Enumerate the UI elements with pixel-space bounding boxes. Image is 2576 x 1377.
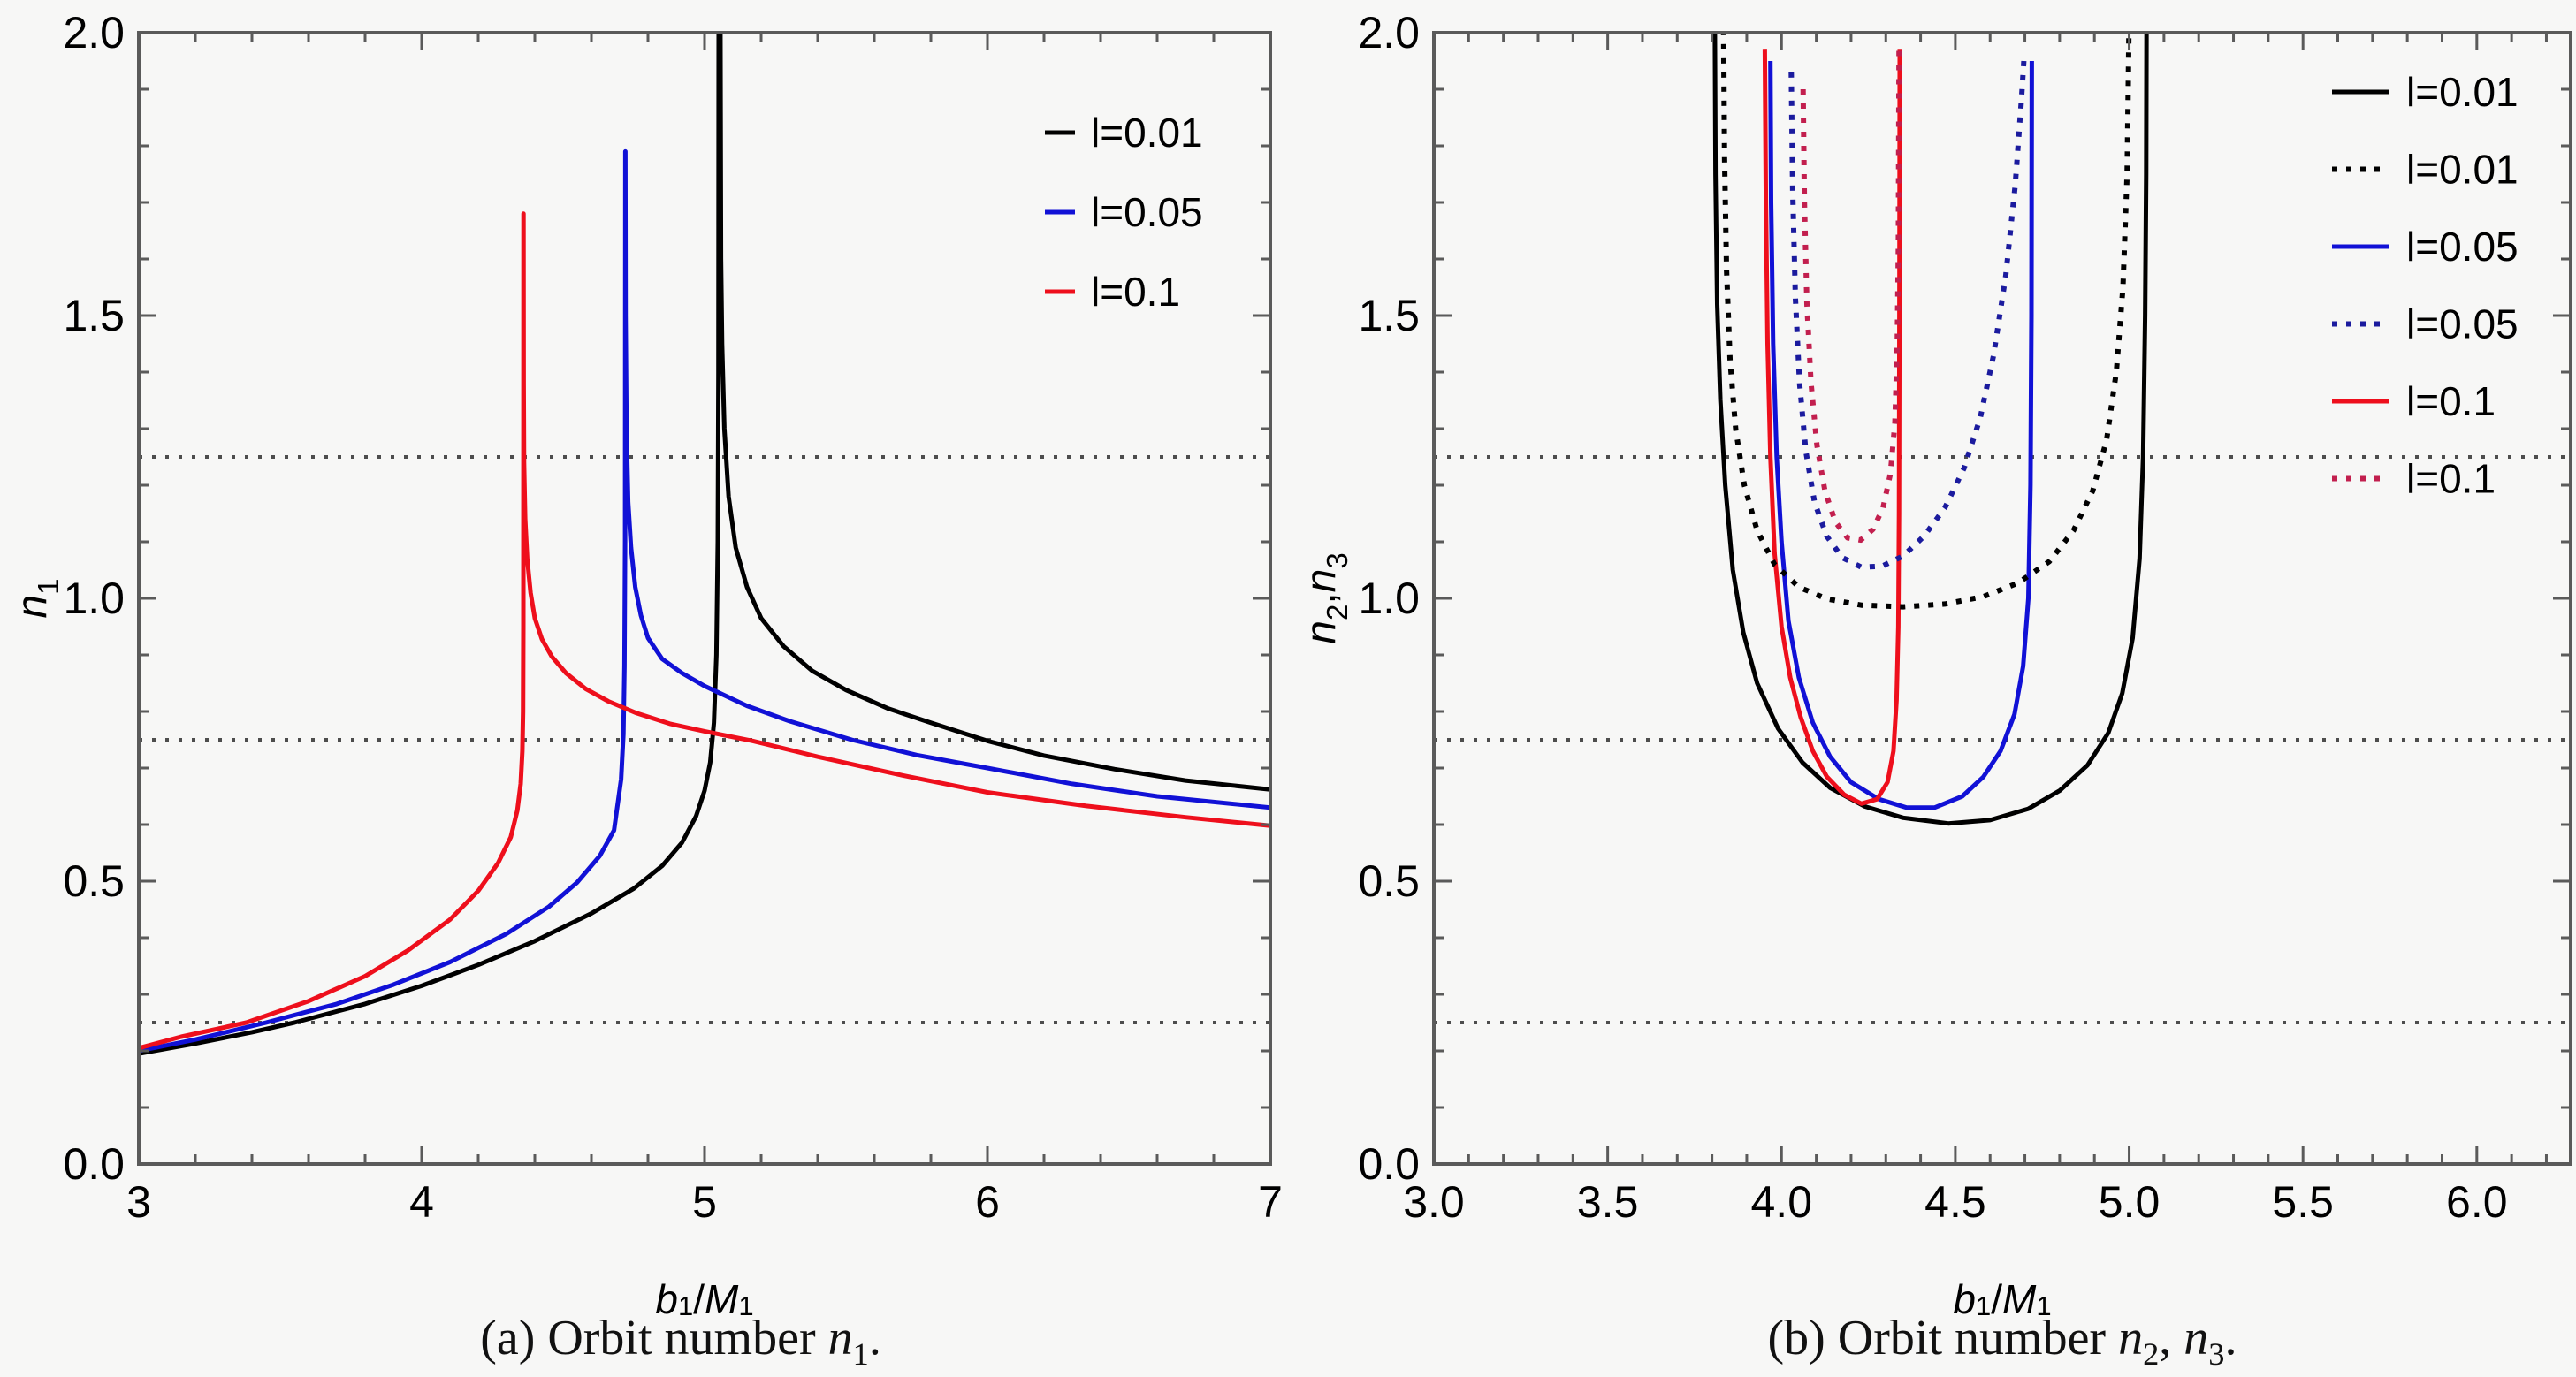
y-tick-label: 1.0 [1358, 574, 1420, 623]
y-tick-label: 1.5 [63, 291, 125, 340]
y-tick-label: 0.0 [1358, 1139, 1420, 1189]
curves [139, 33, 1270, 1056]
x-tick-label: 3 [126, 1177, 151, 1227]
y-tick-label: 2.0 [1358, 8, 1420, 57]
curves [1712, 33, 2149, 826]
legend: l=0.01 l=0.05 l=0.1 [1045, 110, 1203, 315]
x-axis-label: b1/M1 [655, 1276, 753, 1322]
legend-label: l=0.05 [1091, 189, 1203, 235]
curve-b-n2-l-0-1 [1762, 49, 1902, 806]
x-tick-label: 5 [692, 1177, 717, 1227]
y-tick-label: 1.5 [1358, 291, 1420, 340]
x-axis-label: b1/M1 [1953, 1276, 2051, 1322]
x-tick-label: 6 [975, 1177, 1000, 1227]
legend-label: l=0.01 [2406, 69, 2519, 115]
curve-a-l-0-1 [139, 211, 1270, 1051]
panel-b: 3.0 3.5 4.0 4.5 5.0 5.5 6.0 0.0 0.5 1.0 1.5 2.0 b1/M… [1298, 8, 2572, 1322]
curve-b-n3-l-0-1 [1800, 49, 1902, 544]
y-tick-label: 0.0 [63, 1139, 125, 1189]
legend-label: l=0.1 [1091, 269, 1180, 315]
curve-a-l-0-01 [139, 33, 1270, 1056]
ticks [137, 31, 1272, 1166]
y-tick-label: 2.0 [63, 8, 125, 57]
legend-label: l=0.01 [2406, 147, 2519, 193]
x-tick-label: 6.0 [2446, 1177, 2508, 1227]
x-tick-label: 4.5 [1924, 1177, 1986, 1227]
legend-label: l=0.05 [2406, 301, 2519, 347]
legend-label: l=0.1 [2406, 456, 2496, 502]
x-tick-label: 4 [409, 1177, 434, 1227]
legend-label: l=0.01 [1091, 110, 1203, 156]
y-axis-label: n1 [9, 578, 65, 618]
x-tick-label: 7 [1258, 1177, 1283, 1227]
y-tick-label: 0.5 [1358, 856, 1420, 906]
x-tick-label: 3.5 [1577, 1177, 1639, 1227]
x-tick-label: 3.0 [1403, 1177, 1465, 1227]
caption-b: (b) Orbit number n2, n3. [1767, 1311, 2237, 1373]
x-tick-label: 5.0 [2099, 1177, 2161, 1227]
caption-a: (a) Orbit number n1. [480, 1311, 881, 1373]
y-axis-label: n2,n3 [1298, 552, 1353, 643]
curve-b-n2-l-0-01 [1712, 33, 2149, 826]
y-tick-label: 1.0 [63, 574, 125, 623]
legend-label: l=0.1 [2406, 378, 2496, 424]
ticks [1432, 31, 2571, 1166]
curve-b-n2-l-0-05 [1768, 60, 2034, 810]
curve-a-l-0-05 [139, 148, 1270, 1054]
y-tick-label: 0.5 [63, 856, 125, 906]
panel-a: 3 4 5 6 70.00.51.01.52.0b1/M1n1l=0.01l=0.05l… [9, 8, 1283, 1322]
x-tick-label: 5.5 [2272, 1177, 2334, 1227]
curve-b-n3-l-0-01 [1720, 33, 2132, 610]
curve-b-n3-l-0-05 [1788, 60, 2027, 570]
legend: l=0.01 l=0.01 l=0.05 l=0.05 l=0.1 l=0.1 [2332, 69, 2519, 502]
x-tick-label: 4.0 [1751, 1177, 1813, 1227]
legend-label: l=0.05 [2406, 224, 2519, 270]
plot-frame [1432, 31, 2572, 1166]
